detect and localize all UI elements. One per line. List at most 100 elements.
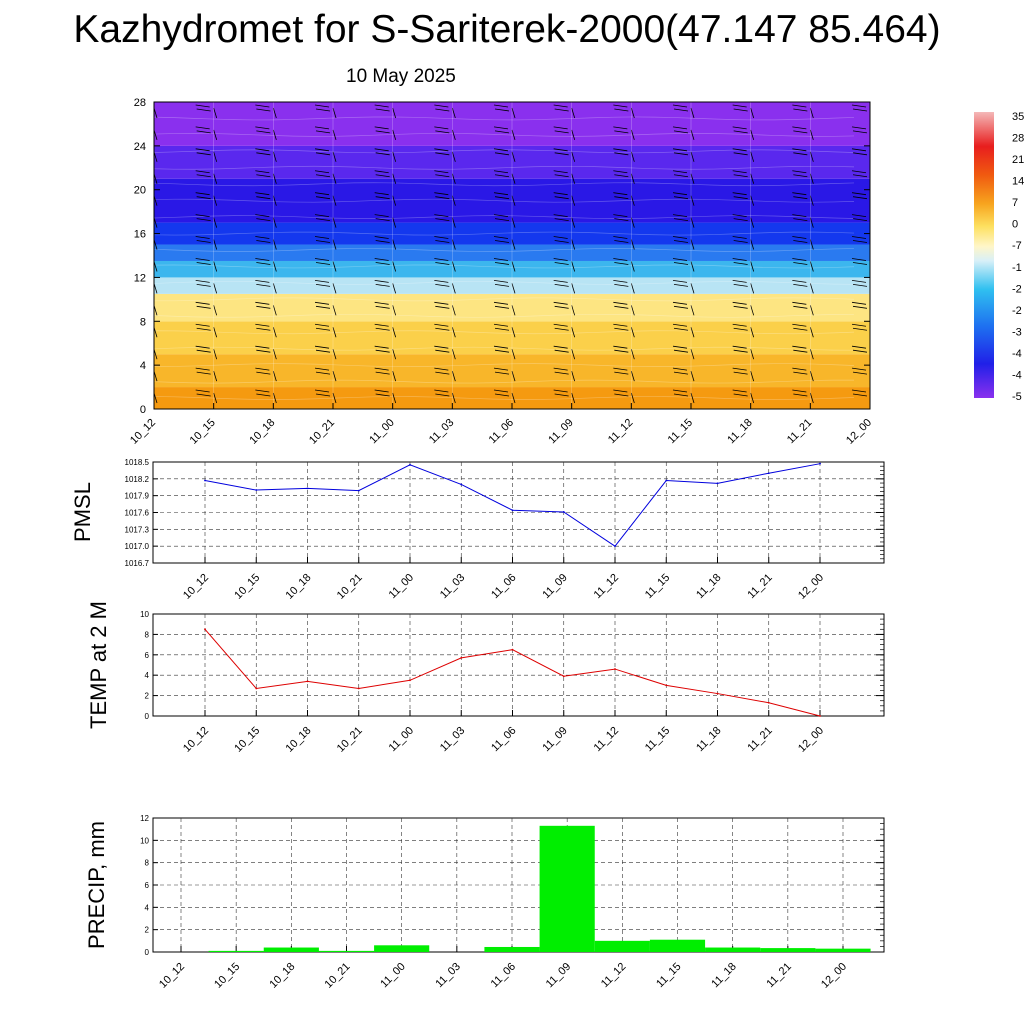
barb-flag	[137, 153, 151, 155]
barb-flag	[315, 196, 331, 200]
barb-flag	[195, 214, 210, 218]
x-tick-label: 10_15	[232, 572, 262, 602]
data-point	[716, 482, 719, 485]
y-axis-label: PMSL	[70, 482, 95, 542]
barb-flag	[673, 152, 689, 156]
precip-bar	[318, 950, 375, 952]
barb-flag	[137, 241, 151, 243]
barb-flag	[493, 279, 509, 283]
x-tick-label: 11_03	[427, 417, 457, 447]
barb-flag	[256, 240, 271, 243]
wind-barb	[434, 192, 456, 206]
barb-flag	[255, 192, 270, 196]
barb-flag	[195, 170, 210, 174]
barb-staff	[272, 283, 277, 294]
wind-barb	[493, 258, 516, 272]
barb-flag	[673, 174, 689, 178]
wind-barb	[195, 279, 218, 294]
barb-flag	[137, 175, 151, 177]
heatmap-band	[154, 293, 870, 322]
wind-barb	[732, 192, 755, 206]
wind-barb	[732, 323, 755, 338]
wind-barb	[613, 214, 635, 228]
barb-staff	[750, 107, 755, 119]
wind-barb	[255, 214, 277, 228]
barb-staff	[809, 305, 814, 316]
y-tick-label: 2	[145, 926, 150, 935]
barb-flag	[732, 214, 747, 218]
barb-flag	[494, 218, 510, 222]
barb-flag	[733, 130, 748, 134]
barb-flag	[554, 152, 569, 156]
wind-barb	[613, 258, 635, 272]
wind-barb	[314, 258, 337, 272]
barb-flag	[732, 104, 747, 108]
y-tick-label: 6	[145, 651, 150, 660]
x-tick-label: 12_00	[844, 417, 874, 447]
x-tick-label: 11_00	[387, 572, 417, 602]
wind-barb	[553, 126, 576, 141]
barb-flag	[613, 279, 628, 283]
wind-barb	[374, 170, 397, 184]
barb-flag	[792, 192, 807, 196]
barb-flag	[195, 104, 210, 108]
contour-line	[154, 215, 855, 219]
barb-flag	[493, 148, 509, 152]
barb-flag	[614, 174, 629, 178]
wind-barb	[792, 345, 814, 360]
barb-staff	[332, 349, 337, 360]
plot-frame	[152, 613, 885, 717]
barb-staff	[571, 261, 576, 272]
barb-flag	[137, 350, 151, 352]
x-tick-label: 10_12	[128, 417, 158, 447]
barb-staff	[213, 239, 218, 250]
precip-bar	[594, 940, 650, 952]
wind-barb	[493, 323, 516, 338]
barb-staff	[392, 217, 397, 228]
barb-staff	[630, 261, 635, 272]
barb-flag	[256, 305, 271, 309]
wind-barb	[255, 367, 277, 382]
barb-staff	[571, 349, 576, 360]
barb-staff	[630, 392, 635, 404]
barb-flag	[792, 104, 807, 108]
y-tick-label: 10	[140, 610, 149, 619]
barb-staff	[392, 305, 397, 316]
wind-barb	[434, 126, 456, 141]
barb-staff	[630, 370, 635, 382]
barb-flag	[851, 104, 867, 108]
x-tick-label: 11_12	[592, 572, 622, 602]
wind-barb	[553, 345, 576, 360]
barb-flag	[434, 258, 449, 261]
barb-flag	[732, 192, 747, 196]
barb-staff	[332, 151, 337, 162]
barb-flag	[732, 236, 747, 239]
barb-staff	[809, 261, 814, 272]
barb-flag	[255, 345, 270, 349]
heatmap-band	[154, 354, 870, 388]
wind-barb	[672, 301, 695, 316]
barb-flag	[554, 305, 569, 309]
wind-barb	[314, 279, 337, 294]
wind-barb	[553, 170, 576, 184]
precip-bar	[815, 948, 871, 952]
barb-staff	[750, 129, 755, 141]
wind-barb	[493, 301, 516, 316]
barb-flag	[136, 127, 150, 129]
barb-flag	[733, 196, 748, 200]
y-tick-label: 10	[140, 836, 149, 845]
x-tick-label: 11_00	[387, 725, 417, 755]
barb-flag	[195, 192, 210, 196]
barb-flag	[137, 131, 151, 133]
barb-flag	[792, 236, 807, 239]
barb-staff	[272, 349, 277, 360]
barb-flag	[435, 305, 450, 309]
barb-flag	[732, 389, 747, 393]
barb-flag	[136, 215, 150, 217]
barb-flag	[196, 393, 211, 397]
barb-flag	[195, 323, 210, 327]
barb-staff	[511, 370, 516, 382]
barb-staff	[630, 107, 635, 119]
x-tick-label: 11_18	[694, 725, 724, 755]
barb-staff	[332, 129, 337, 141]
